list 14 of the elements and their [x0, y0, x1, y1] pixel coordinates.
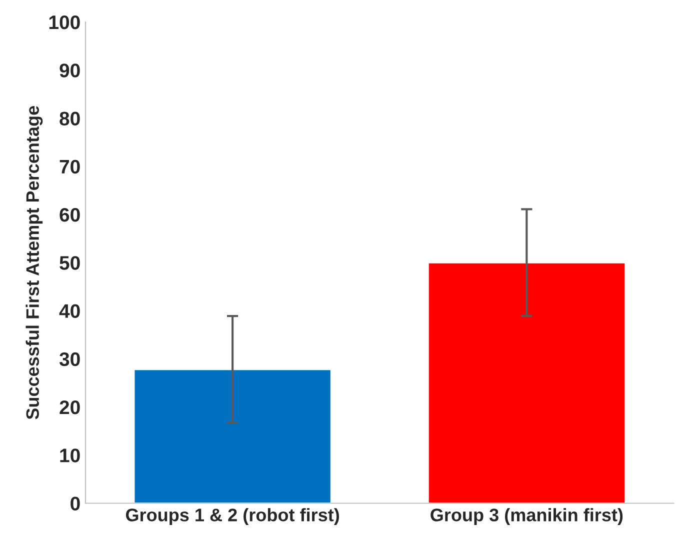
y-tick-label: 50 [60, 256, 80, 270]
y-tick-label: 0 [70, 496, 80, 510]
y-tick-label: 10 [60, 448, 80, 462]
x-tick-label: Groups 1 & 2 (robot first) [126, 508, 339, 525]
y-tick-label: 30 [59, 352, 80, 366]
y-tick-label: 20 [60, 400, 80, 414]
x-tick-label: Group 3 (manikin first) [430, 508, 623, 525]
y-tick-label: 70 [60, 160, 80, 174]
y-tick-label: 100 [49, 15, 80, 30]
y-tick-label: 90 [60, 64, 80, 78]
y-tick-label: 60 [60, 208, 80, 222]
y-axis-title: Successful First Attempt Percentage [26, 106, 43, 420]
y-tick-label: 40 [59, 304, 80, 318]
y-tick-label: 80 [60, 112, 80, 126]
